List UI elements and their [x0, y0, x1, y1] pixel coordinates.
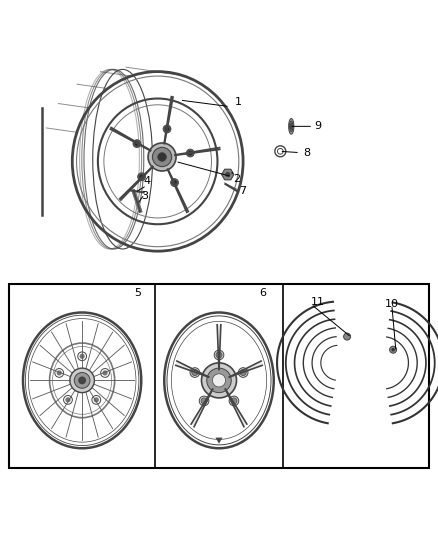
- Text: 3: 3: [141, 191, 148, 201]
- Circle shape: [188, 151, 192, 155]
- Circle shape: [170, 179, 178, 187]
- Polygon shape: [175, 148, 220, 155]
- Text: 6: 6: [259, 288, 266, 298]
- Circle shape: [201, 363, 237, 398]
- Circle shape: [163, 125, 171, 133]
- Polygon shape: [226, 389, 247, 427]
- Circle shape: [64, 395, 72, 404]
- Circle shape: [158, 152, 166, 161]
- Circle shape: [391, 348, 395, 351]
- Text: 5: 5: [134, 288, 141, 298]
- Ellipse shape: [290, 124, 292, 129]
- Circle shape: [199, 396, 209, 406]
- Polygon shape: [168, 169, 188, 212]
- Circle shape: [139, 175, 144, 179]
- Circle shape: [138, 173, 145, 181]
- Circle shape: [133, 140, 141, 148]
- Polygon shape: [215, 438, 223, 443]
- Polygon shape: [191, 389, 212, 427]
- Circle shape: [102, 370, 108, 376]
- Circle shape: [165, 127, 169, 131]
- Text: 1: 1: [235, 97, 242, 107]
- Circle shape: [80, 354, 85, 359]
- Circle shape: [94, 397, 99, 402]
- Circle shape: [214, 350, 224, 360]
- Circle shape: [240, 369, 246, 376]
- Circle shape: [192, 369, 198, 376]
- Text: 4: 4: [143, 176, 150, 186]
- Circle shape: [225, 172, 230, 177]
- Circle shape: [70, 368, 94, 393]
- Text: 8: 8: [303, 148, 310, 158]
- Circle shape: [152, 147, 172, 167]
- Ellipse shape: [290, 121, 293, 132]
- Circle shape: [148, 143, 176, 171]
- Circle shape: [190, 368, 200, 377]
- Circle shape: [78, 352, 86, 361]
- Circle shape: [135, 141, 139, 146]
- Polygon shape: [164, 96, 173, 143]
- Polygon shape: [110, 127, 151, 151]
- Text: 2: 2: [233, 174, 240, 184]
- Text: 10: 10: [385, 298, 399, 309]
- Text: 7: 7: [240, 186, 247, 196]
- Circle shape: [207, 368, 231, 393]
- Circle shape: [55, 368, 64, 377]
- Text: 9: 9: [314, 122, 321, 131]
- Circle shape: [212, 374, 226, 387]
- Ellipse shape: [289, 118, 294, 134]
- Circle shape: [201, 398, 207, 404]
- Circle shape: [101, 368, 110, 377]
- Circle shape: [389, 346, 396, 353]
- Polygon shape: [176, 361, 208, 377]
- Circle shape: [65, 397, 71, 402]
- Polygon shape: [120, 166, 153, 200]
- Circle shape: [92, 395, 101, 404]
- Polygon shape: [217, 325, 221, 369]
- Circle shape: [216, 352, 222, 358]
- Circle shape: [231, 398, 237, 404]
- Circle shape: [74, 373, 90, 388]
- Polygon shape: [230, 361, 262, 377]
- Circle shape: [229, 396, 239, 406]
- Circle shape: [57, 370, 62, 376]
- Circle shape: [343, 333, 351, 340]
- Polygon shape: [222, 169, 234, 180]
- Circle shape: [172, 180, 177, 185]
- Circle shape: [186, 149, 194, 157]
- Circle shape: [78, 376, 86, 384]
- Text: 11: 11: [311, 296, 325, 306]
- Bar: [9, 284, 429, 468]
- Circle shape: [238, 368, 248, 377]
